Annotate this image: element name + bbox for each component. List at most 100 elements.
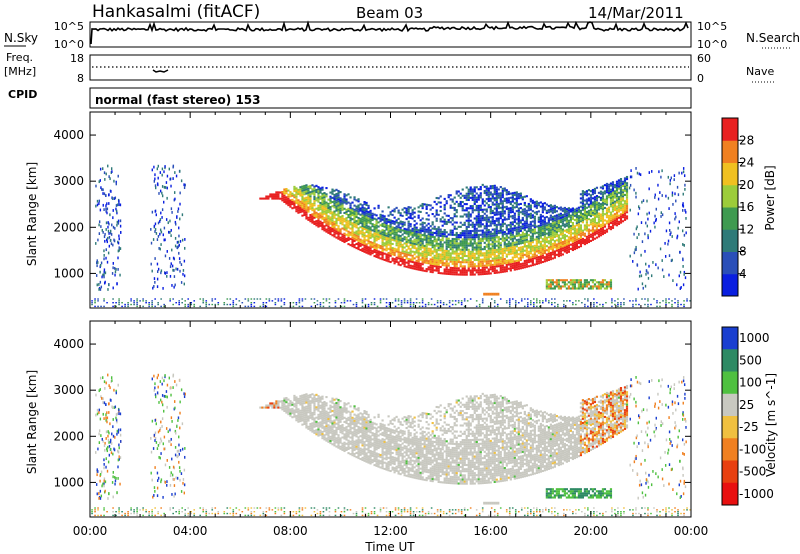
power-cell (343, 236, 346, 239)
power-noise-cell (611, 305, 613, 308)
power-cell (351, 226, 354, 229)
power-cell (361, 206, 364, 209)
power-cell (609, 192, 613, 195)
velocity-cell (295, 406, 298, 409)
power-noise-cell (475, 300, 478, 302)
power-cell (597, 229, 601, 232)
power-cell (447, 270, 450, 273)
power-cell (553, 240, 556, 243)
power-cell (493, 203, 496, 206)
power-speckle (118, 234, 120, 238)
velocity-cell (271, 406, 274, 409)
power-cell (535, 206, 538, 209)
power-noise-cell (205, 305, 208, 308)
power-cell (371, 241, 374, 244)
power-cell (501, 235, 504, 238)
power-speckle (668, 254, 671, 258)
power-cell (527, 205, 530, 208)
power-cell (489, 220, 492, 223)
power-cell (559, 245, 562, 249)
power-speckle (644, 284, 647, 288)
power-noise-cell (448, 302, 451, 304)
power-cell (613, 213, 617, 216)
power-cell (321, 213, 324, 216)
power-cell (611, 185, 615, 188)
power-cell (441, 255, 444, 258)
power-noise-cell (578, 300, 580, 302)
power-noise-cell (235, 298, 238, 300)
power-cell (487, 260, 490, 263)
power-cell (517, 249, 520, 252)
power-cell (353, 196, 356, 199)
power-cell (585, 194, 589, 197)
velocity-cell (281, 400, 284, 403)
power-noise-cell (463, 300, 466, 302)
power-cell (445, 258, 448, 261)
power-cell (401, 243, 404, 246)
power-cell (507, 197, 510, 200)
power-speckle (176, 216, 178, 219)
power-cell (433, 225, 436, 228)
power-cell (615, 184, 619, 187)
power-cell (561, 213, 564, 217)
power-cell (603, 229, 607, 232)
power-noise-cell (313, 302, 316, 304)
power-cell (441, 264, 444, 267)
power-cell (413, 238, 416, 241)
power-cell (455, 260, 458, 264)
power-cell (529, 252, 532, 255)
noise-left-label: N.Sky (4, 31, 38, 45)
power-cell (435, 228, 438, 231)
power-cell (539, 251, 542, 254)
power-cell (537, 220, 540, 223)
power-cell (525, 205, 528, 208)
power-cell (347, 234, 350, 237)
power-cell (455, 227, 458, 230)
power-cell (461, 261, 464, 264)
power-patch (551, 287, 554, 290)
power-cell (309, 184, 312, 188)
power-cell (481, 248, 484, 251)
power-cell (461, 188, 464, 191)
power-speckle (99, 288, 102, 291)
power-noise-cell (292, 305, 295, 308)
power-cell (347, 207, 350, 210)
power-cell (351, 236, 354, 239)
power-noise-cell (328, 302, 331, 304)
power-cell (529, 248, 532, 251)
power-cell (535, 258, 538, 261)
power-cell (519, 248, 522, 251)
power-cell (601, 233, 605, 236)
velocity-cell (275, 402, 278, 405)
power-cell (555, 253, 558, 256)
power-cell (411, 240, 414, 243)
velocity-cell (275, 400, 278, 403)
power-cell (259, 197, 262, 200)
power-cell (291, 207, 294, 210)
power-cell (623, 208, 627, 211)
power-speckle (183, 274, 186, 278)
power-cell (309, 195, 312, 198)
power-cell (485, 237, 488, 240)
power-cell (569, 237, 572, 240)
power-cell (501, 264, 504, 267)
power-cell (413, 246, 416, 250)
power-cell (541, 209, 544, 212)
velocity-cell (289, 404, 292, 407)
power-cell (571, 217, 575, 220)
power-noise-cell (205, 303, 208, 306)
power-cell (391, 222, 394, 225)
power-speckle (674, 212, 676, 215)
power-cell (563, 206, 566, 209)
power-cell (483, 208, 486, 211)
velocity-cell (305, 405, 308, 408)
power-speckle (111, 272, 114, 275)
power-cell (599, 225, 603, 228)
power-patch (553, 285, 556, 288)
power-speckle (164, 238, 166, 242)
power-cell (409, 264, 412, 267)
power-cell (409, 254, 412, 257)
power-speckle (646, 224, 649, 228)
power-cell (483, 189, 486, 192)
power-noise-cell (529, 302, 532, 304)
